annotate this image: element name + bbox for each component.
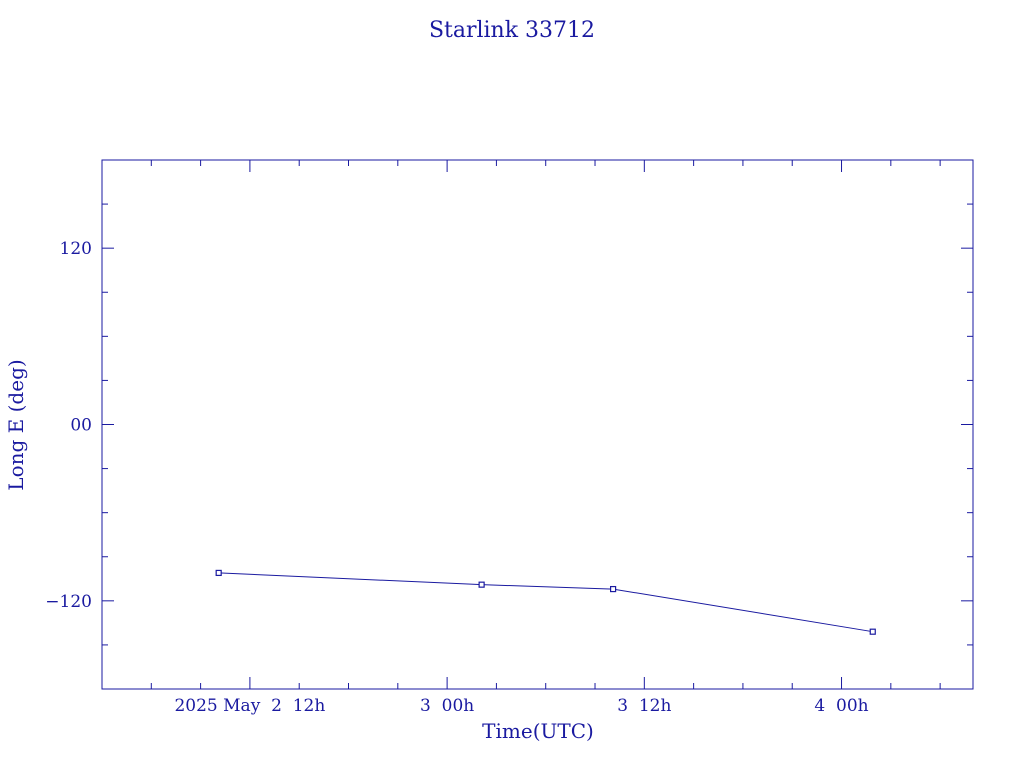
x-axis-label: Time(UTC) bbox=[482, 719, 594, 743]
x-tick-labels: 2025 May 2 12h 3 00h 3 12h 4 00h bbox=[174, 696, 868, 716]
data-point bbox=[215, 569, 222, 577]
series-line bbox=[218, 572, 873, 633]
chart-title: Starlink 33712 bbox=[429, 18, 595, 43]
axis-ticks bbox=[101, 160, 973, 689]
x-tick-label: 2025 May 2 12h bbox=[174, 696, 325, 716]
x-tick-label: 3 00h bbox=[420, 696, 474, 716]
y-tick-labels: 120 00 −120 bbox=[45, 239, 92, 612]
data-point bbox=[609, 585, 617, 593]
x-tick-label: 4 00h bbox=[814, 696, 868, 716]
y-tick-label: 120 bbox=[60, 239, 92, 259]
y-tick-label: 00 bbox=[70, 416, 92, 436]
x-tick-label: 3 12h bbox=[617, 696, 671, 716]
plot-frame bbox=[101, 159, 974, 690]
data-series bbox=[215, 569, 876, 635]
y-tick-label: −120 bbox=[45, 592, 92, 612]
y-axis-label: Long E (deg) bbox=[4, 359, 28, 490]
data-point bbox=[478, 581, 485, 588]
data-point bbox=[869, 628, 876, 635]
